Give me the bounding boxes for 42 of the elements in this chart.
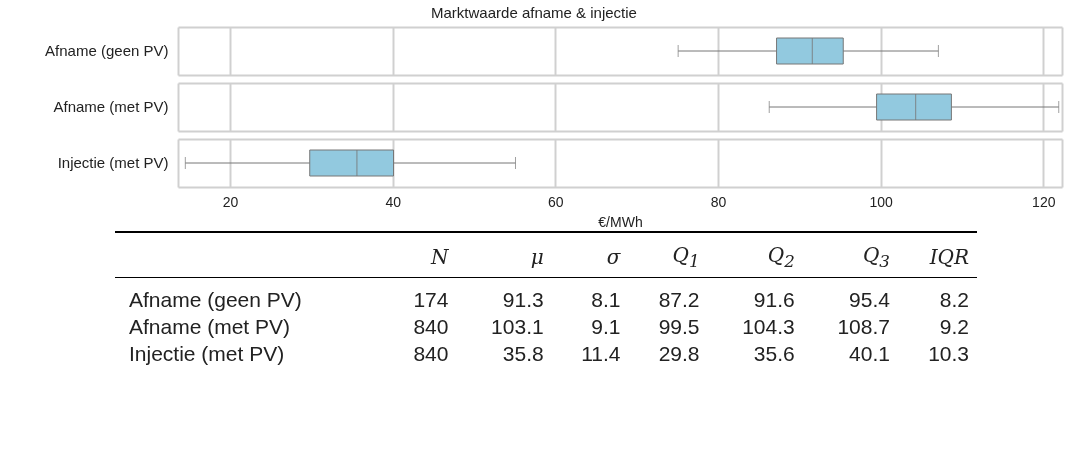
y-tick-label: Injectie (met PV)	[128, 341, 286, 367]
chart-title: Marktwaarde afname & injectie	[431, 4, 637, 21]
data-label: 11.4	[580, 341, 622, 367]
x-axis-title: €/MWh	[598, 213, 643, 230]
x-tick-label: σ	[551, 232, 629, 278]
x-tick-label: 120	[1032, 193, 1056, 210]
x-tick-label: μ	[456, 232, 552, 278]
x-tick-label: 20	[222, 193, 239, 210]
x-tick-label: 80	[710, 193, 727, 210]
x-tick-label: Q$_{1}$	[628, 232, 708, 278]
x-tick-label: IQR	[897, 232, 977, 278]
data-label: 99.5	[657, 314, 701, 340]
x-tick-label: 60	[548, 193, 564, 210]
y-tick-label: Afname (met PV)	[128, 314, 292, 340]
x-tick-label: Q$_{2}$	[707, 232, 803, 278]
data-label: 95.4	[848, 287, 891, 313]
data-label: 174	[412, 287, 450, 313]
y-tick-label: Injectie (met PV)	[57, 154, 169, 171]
data-label: 108.7	[836, 314, 891, 340]
data-label: 35.8	[501, 341, 545, 367]
data-label: 10.3	[927, 341, 970, 367]
y-tick-label: Afname (met PV)	[53, 98, 169, 115]
x-tick-label: 100	[869, 193, 894, 210]
data-label: 87.2	[657, 287, 701, 313]
data-label: 40.1	[848, 341, 891, 367]
x-tick-label: 40	[385, 193, 402, 210]
data-label: 29.8	[657, 341, 701, 367]
y-tick-label: Afname (geen PV)	[45, 42, 169, 59]
y-tick-label: Afname (geen PV)	[128, 287, 303, 313]
data-label: 8.1	[590, 287, 622, 313]
data-label: 9.1	[590, 314, 622, 340]
data-label: 103.1	[490, 314, 545, 340]
data-label: 91.3	[501, 287, 545, 313]
data-label: 91.6	[752, 287, 796, 313]
x-tick-label: Q$_{3}$	[802, 232, 898, 278]
x-tick-label: N	[385, 232, 457, 278]
data-label: 104.3	[741, 314, 796, 340]
data-label: 840	[412, 341, 450, 367]
data-label: 8.2	[938, 287, 970, 313]
data-label: 35.6	[752, 341, 796, 367]
data-label: 9.2	[938, 314, 970, 340]
data-label: 840	[412, 314, 450, 340]
